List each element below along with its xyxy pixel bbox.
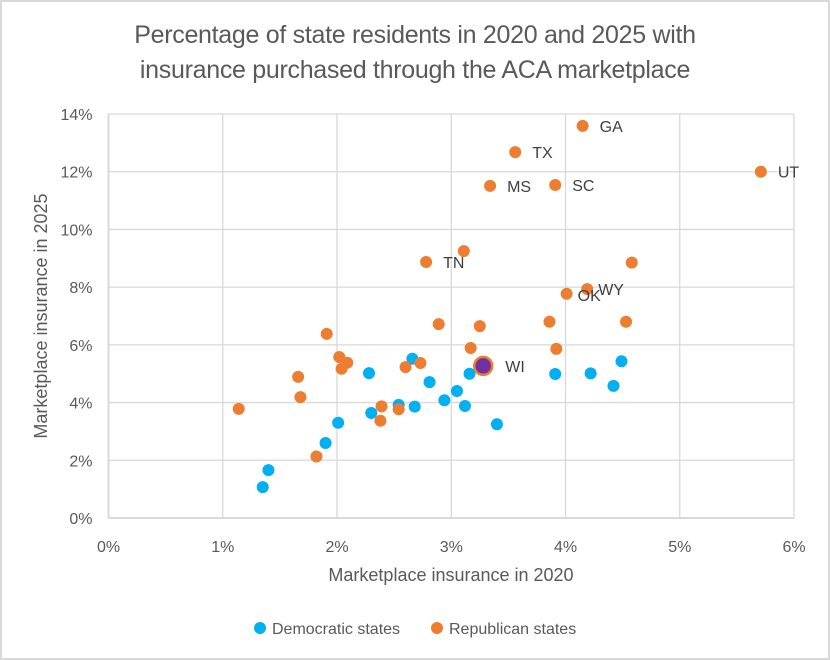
point-label-wi: WI (505, 359, 525, 376)
data-point (319, 436, 332, 449)
data-point (408, 400, 421, 413)
point-label-ok: OK (578, 288, 601, 305)
y-tick-label: 2% (69, 453, 92, 470)
data-point (607, 379, 620, 392)
x-tick-label: 0% (97, 539, 120, 556)
point-label-wy: WY (598, 282, 624, 299)
data-point (399, 361, 412, 374)
y-tick-label: 6% (69, 338, 92, 355)
y-axis-ticks: 0% 2% 4% 6% 8% 10% 12% 14% (60, 107, 92, 528)
legend-marker-republican (431, 622, 443, 634)
data-point (543, 315, 556, 328)
data-point (550, 342, 563, 355)
y-tick-label: 14% (60, 107, 92, 124)
series-republican (232, 119, 767, 463)
x-tick-label: 3% (440, 539, 463, 556)
data-point (362, 367, 375, 380)
data-point (615, 355, 628, 368)
data-point (438, 394, 451, 407)
y-tick-label: 10% (60, 222, 92, 239)
y-tick-label: 12% (60, 165, 92, 182)
point-label-sc: SC (572, 178, 594, 195)
point-label-ut: UT (778, 165, 800, 182)
x-axis-ticks: 0% 1% 2% 3% 4% 5% 6% (97, 539, 806, 556)
data-point (549, 368, 562, 381)
legend-label-republican: Republican states (449, 621, 576, 638)
data-point (262, 464, 275, 477)
chart-title-line-1: Percentage of state residents in 2020 an… (134, 21, 696, 49)
data-point (560, 287, 573, 300)
data-point (365, 406, 378, 419)
gridlines (107, 113, 795, 519)
y-tick-label: 0% (69, 511, 92, 528)
x-tick-label: 2% (325, 539, 348, 556)
data-point (463, 367, 476, 380)
data-point (392, 403, 405, 416)
x-tick-label: 4% (554, 539, 577, 556)
y-tick-label: 8% (69, 280, 92, 297)
data-points (232, 119, 767, 494)
data-point (450, 385, 463, 398)
data-point (458, 400, 471, 413)
data-point (754, 165, 767, 178)
data-point (423, 376, 436, 389)
data-point (374, 414, 387, 427)
point-label-ga: GA (600, 119, 623, 136)
legend: Democratic states Republican states (254, 621, 576, 638)
data-point (320, 327, 333, 340)
data-point (256, 481, 269, 494)
data-point (292, 370, 305, 383)
data-point (581, 283, 594, 296)
highlight-point-wi (472, 355, 494, 377)
data-point (549, 178, 562, 191)
x-tick-label: 1% (211, 539, 234, 556)
point-label-ms: MS (507, 179, 531, 196)
data-point (232, 402, 245, 415)
point-label-tx: TX (532, 145, 553, 162)
data-point (473, 320, 486, 333)
data-point (341, 356, 354, 369)
point-label-tn: TN (443, 255, 464, 272)
data-point (576, 119, 589, 132)
data-point (490, 418, 503, 431)
x-axis-title: Marketplace insurance in 2020 (328, 565, 573, 585)
data-point (464, 342, 477, 355)
legend-marker-democratic (254, 622, 266, 634)
data-point (620, 315, 633, 328)
data-point (625, 256, 638, 269)
data-point (457, 245, 470, 258)
legend-label-democratic: Democratic states (272, 621, 400, 638)
x-tick-label: 6% (782, 539, 805, 556)
data-point (484, 179, 497, 192)
data-point (509, 146, 522, 159)
chart-title: Percentage of state residents in 2020 an… (0, 18, 830, 88)
x-tick-label: 5% (668, 539, 691, 556)
data-point (310, 450, 323, 463)
data-point (420, 256, 433, 269)
data-point (332, 416, 345, 429)
series-democratic (256, 352, 628, 494)
data-point (414, 357, 427, 370)
chart-title-line-2: insurance purchased through the ACA mark… (139, 56, 691, 84)
y-axis-title: Marketplace insurance in 2025 (31, 193, 51, 438)
data-point (432, 318, 445, 331)
data-point (375, 400, 388, 413)
data-point (294, 391, 307, 404)
y-tick-label: 4% (69, 396, 92, 413)
data-point (584, 367, 597, 380)
